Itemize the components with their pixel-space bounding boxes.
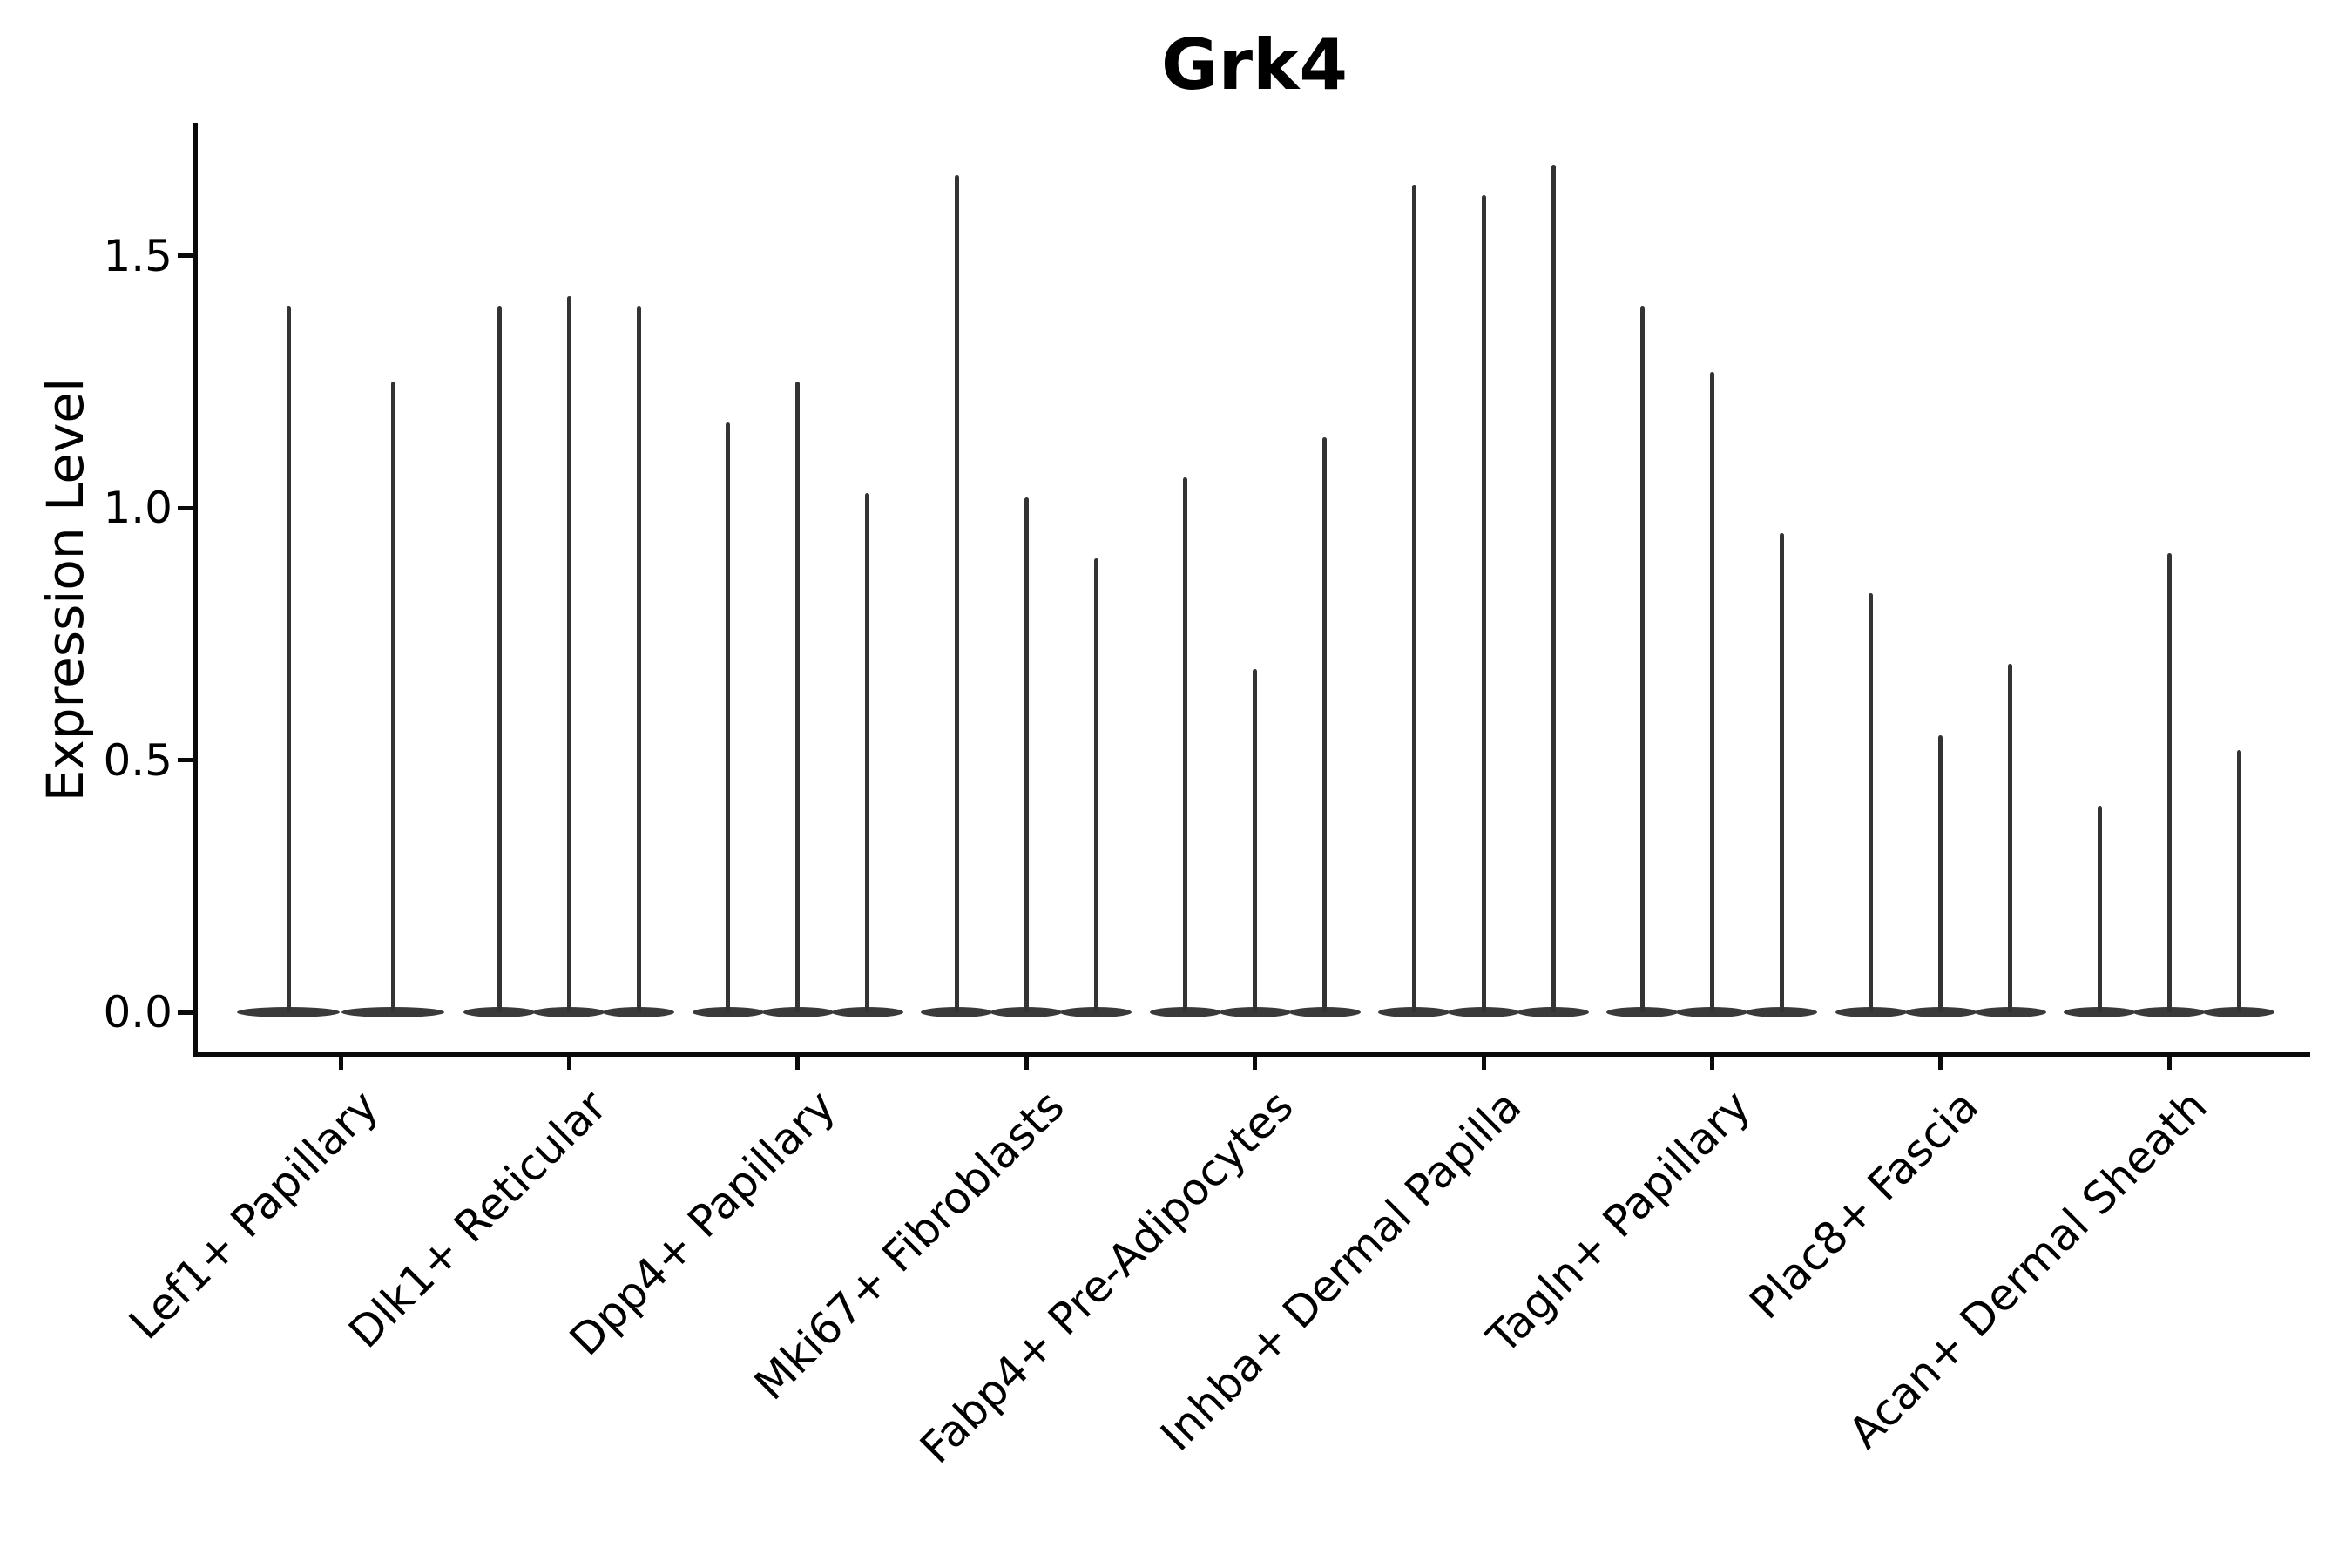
y-axis-spine bbox=[193, 123, 198, 1057]
violin-spike bbox=[1869, 593, 1874, 1012]
violin-base bbox=[2203, 1007, 2275, 1017]
violin-spike bbox=[1183, 477, 1188, 1012]
violin-spike bbox=[2166, 553, 2172, 1012]
violin-spike bbox=[865, 492, 870, 1012]
violin-base bbox=[1974, 1007, 2046, 1017]
violin-spike bbox=[1411, 185, 1416, 1012]
y-tick-label: 1.5 bbox=[103, 230, 172, 281]
violin-base bbox=[831, 1007, 903, 1017]
x-tick bbox=[1481, 1054, 1486, 1070]
violin-base bbox=[603, 1007, 675, 1017]
x-tick bbox=[1253, 1054, 1258, 1070]
violin-spike bbox=[795, 382, 801, 1012]
x-tick bbox=[566, 1054, 571, 1070]
violin-spike bbox=[2097, 805, 2102, 1012]
violin-base bbox=[761, 1007, 834, 1017]
violin-base bbox=[1746, 1007, 1818, 1017]
violin-spike bbox=[1481, 195, 1486, 1012]
y-tick-label: 0.0 bbox=[103, 987, 172, 1037]
violin-spike bbox=[1024, 497, 1029, 1012]
x-tick bbox=[338, 1054, 343, 1070]
violin-spike bbox=[954, 174, 959, 1012]
violin-spike bbox=[497, 306, 502, 1012]
violin-spike bbox=[1322, 436, 1328, 1012]
violin-base bbox=[692, 1007, 764, 1017]
violin-base bbox=[1219, 1007, 1291, 1017]
x-tick bbox=[2166, 1054, 2172, 1070]
x-tick bbox=[795, 1054, 801, 1070]
violin-base bbox=[1676, 1007, 1748, 1017]
violin-spike bbox=[1639, 306, 1645, 1012]
violin-base bbox=[237, 1007, 340, 1017]
violin-base bbox=[1904, 1007, 1977, 1017]
violin-spike bbox=[1093, 558, 1098, 1012]
x-axis-spine bbox=[193, 1052, 2310, 1057]
violin-spike bbox=[726, 422, 731, 1012]
violin-base bbox=[463, 1007, 536, 1017]
violin-base bbox=[1149, 1007, 1221, 1017]
y-tick bbox=[178, 758, 193, 762]
violin-base bbox=[1835, 1007, 1907, 1017]
violin-spike bbox=[1779, 532, 1784, 1012]
violin-spike bbox=[2008, 664, 2013, 1012]
violin-base bbox=[1517, 1007, 1589, 1017]
violin-spike bbox=[286, 306, 291, 1012]
violin-spike bbox=[1253, 669, 1258, 1012]
x-tick bbox=[1938, 1054, 1943, 1070]
violin-base bbox=[1378, 1007, 1450, 1017]
violin-spike bbox=[390, 382, 395, 1012]
x-tick bbox=[1024, 1054, 1029, 1070]
x-tick-label: Plac8+ Fascia bbox=[1740, 1080, 1989, 1329]
violin-base bbox=[341, 1007, 444, 1017]
violin-base bbox=[533, 1007, 605, 1017]
violin-base bbox=[1060, 1007, 1132, 1017]
violin-base bbox=[1288, 1007, 1361, 1017]
violin-base bbox=[1448, 1007, 1519, 1017]
violin-base bbox=[990, 1007, 1063, 1017]
y-tick bbox=[178, 505, 193, 510]
violin-spike bbox=[1938, 734, 1943, 1012]
y-tick-label: 0.5 bbox=[103, 734, 172, 786]
violin-base bbox=[2133, 1007, 2206, 1017]
y-tick-label: 1.0 bbox=[103, 483, 172, 533]
plot-title: Grk4 bbox=[1161, 24, 1348, 105]
x-tick-label: Fabp4+ Pre-Adipocytes bbox=[909, 1080, 1303, 1474]
y-tick bbox=[178, 253, 193, 258]
violin-spike bbox=[2236, 749, 2241, 1012]
violin-base bbox=[1606, 1007, 1679, 1017]
x-tick bbox=[1709, 1054, 1714, 1070]
violin-spike bbox=[1551, 165, 1556, 1012]
violin-spike bbox=[636, 306, 641, 1012]
violin-base bbox=[2064, 1007, 2136, 1017]
violin-spike bbox=[566, 295, 571, 1012]
violin-spike bbox=[1709, 371, 1714, 1012]
violin-base bbox=[921, 1007, 993, 1017]
y-axis-label: Expression Level bbox=[36, 377, 95, 802]
y-tick bbox=[178, 1010, 193, 1015]
x-tick-label: Lef1+ Papillary bbox=[119, 1080, 389, 1349]
